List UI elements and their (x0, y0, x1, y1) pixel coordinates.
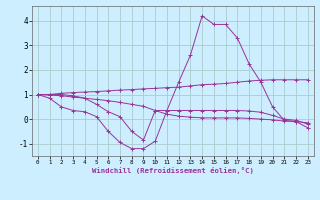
X-axis label: Windchill (Refroidissement éolien,°C): Windchill (Refroidissement éolien,°C) (92, 167, 254, 174)
